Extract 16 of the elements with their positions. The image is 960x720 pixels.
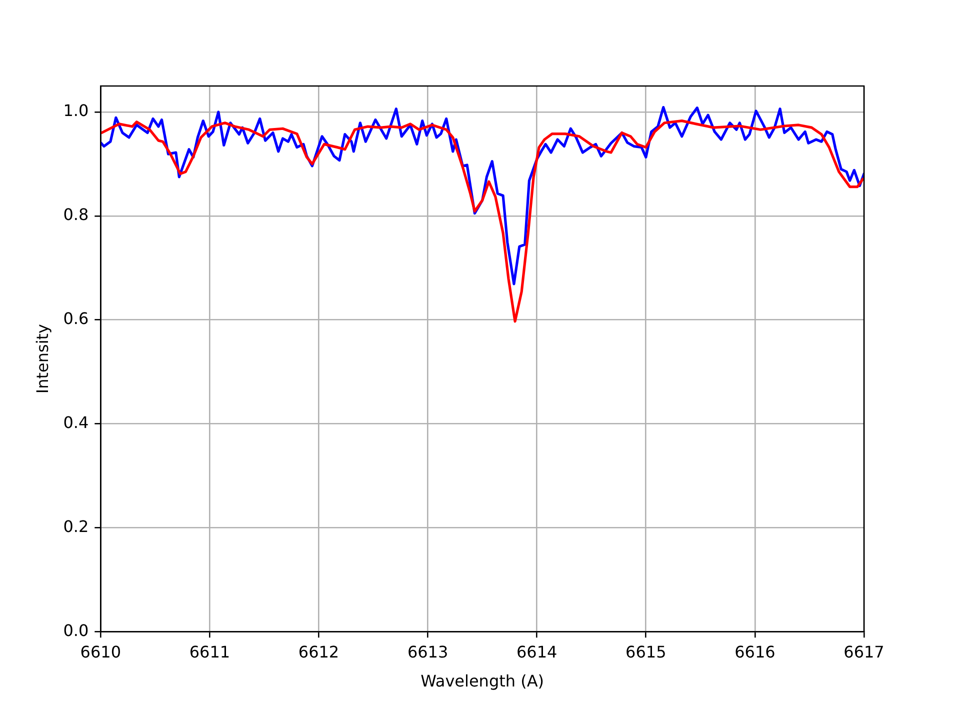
y-tick-label: 0.8 (63, 205, 89, 224)
y-tick-label: 0.4 (63, 412, 89, 432)
x-tick-label: 6616 (734, 642, 776, 662)
x-tick-label: 6615 (626, 642, 666, 662)
y-tick-label: 0.0 (63, 620, 89, 640)
x-tick-label: 6611 (189, 642, 230, 662)
x-tick-label: 6612 (298, 642, 340, 662)
x-tick-label: 6613 (407, 642, 448, 662)
x-axis-title: Wavelength (A) (420, 672, 544, 691)
x-tick-label: 6610 (80, 642, 122, 662)
y-tick-label: 1.0 (63, 101, 89, 120)
y-tick-label: 0.6 (63, 308, 89, 328)
x-tick-label: 6614 (516, 642, 558, 662)
x-tick-label: 6617 (844, 642, 884, 662)
y-tick-label: 0.2 (63, 516, 89, 536)
y-axis-title: Intensity (32, 324, 52, 394)
